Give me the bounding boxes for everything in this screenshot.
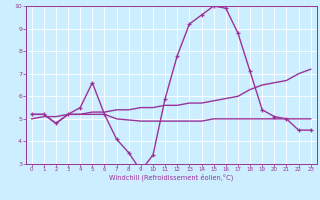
X-axis label: Windchill (Refroidissement éolien,°C): Windchill (Refroidissement éolien,°C) (109, 174, 233, 181)
